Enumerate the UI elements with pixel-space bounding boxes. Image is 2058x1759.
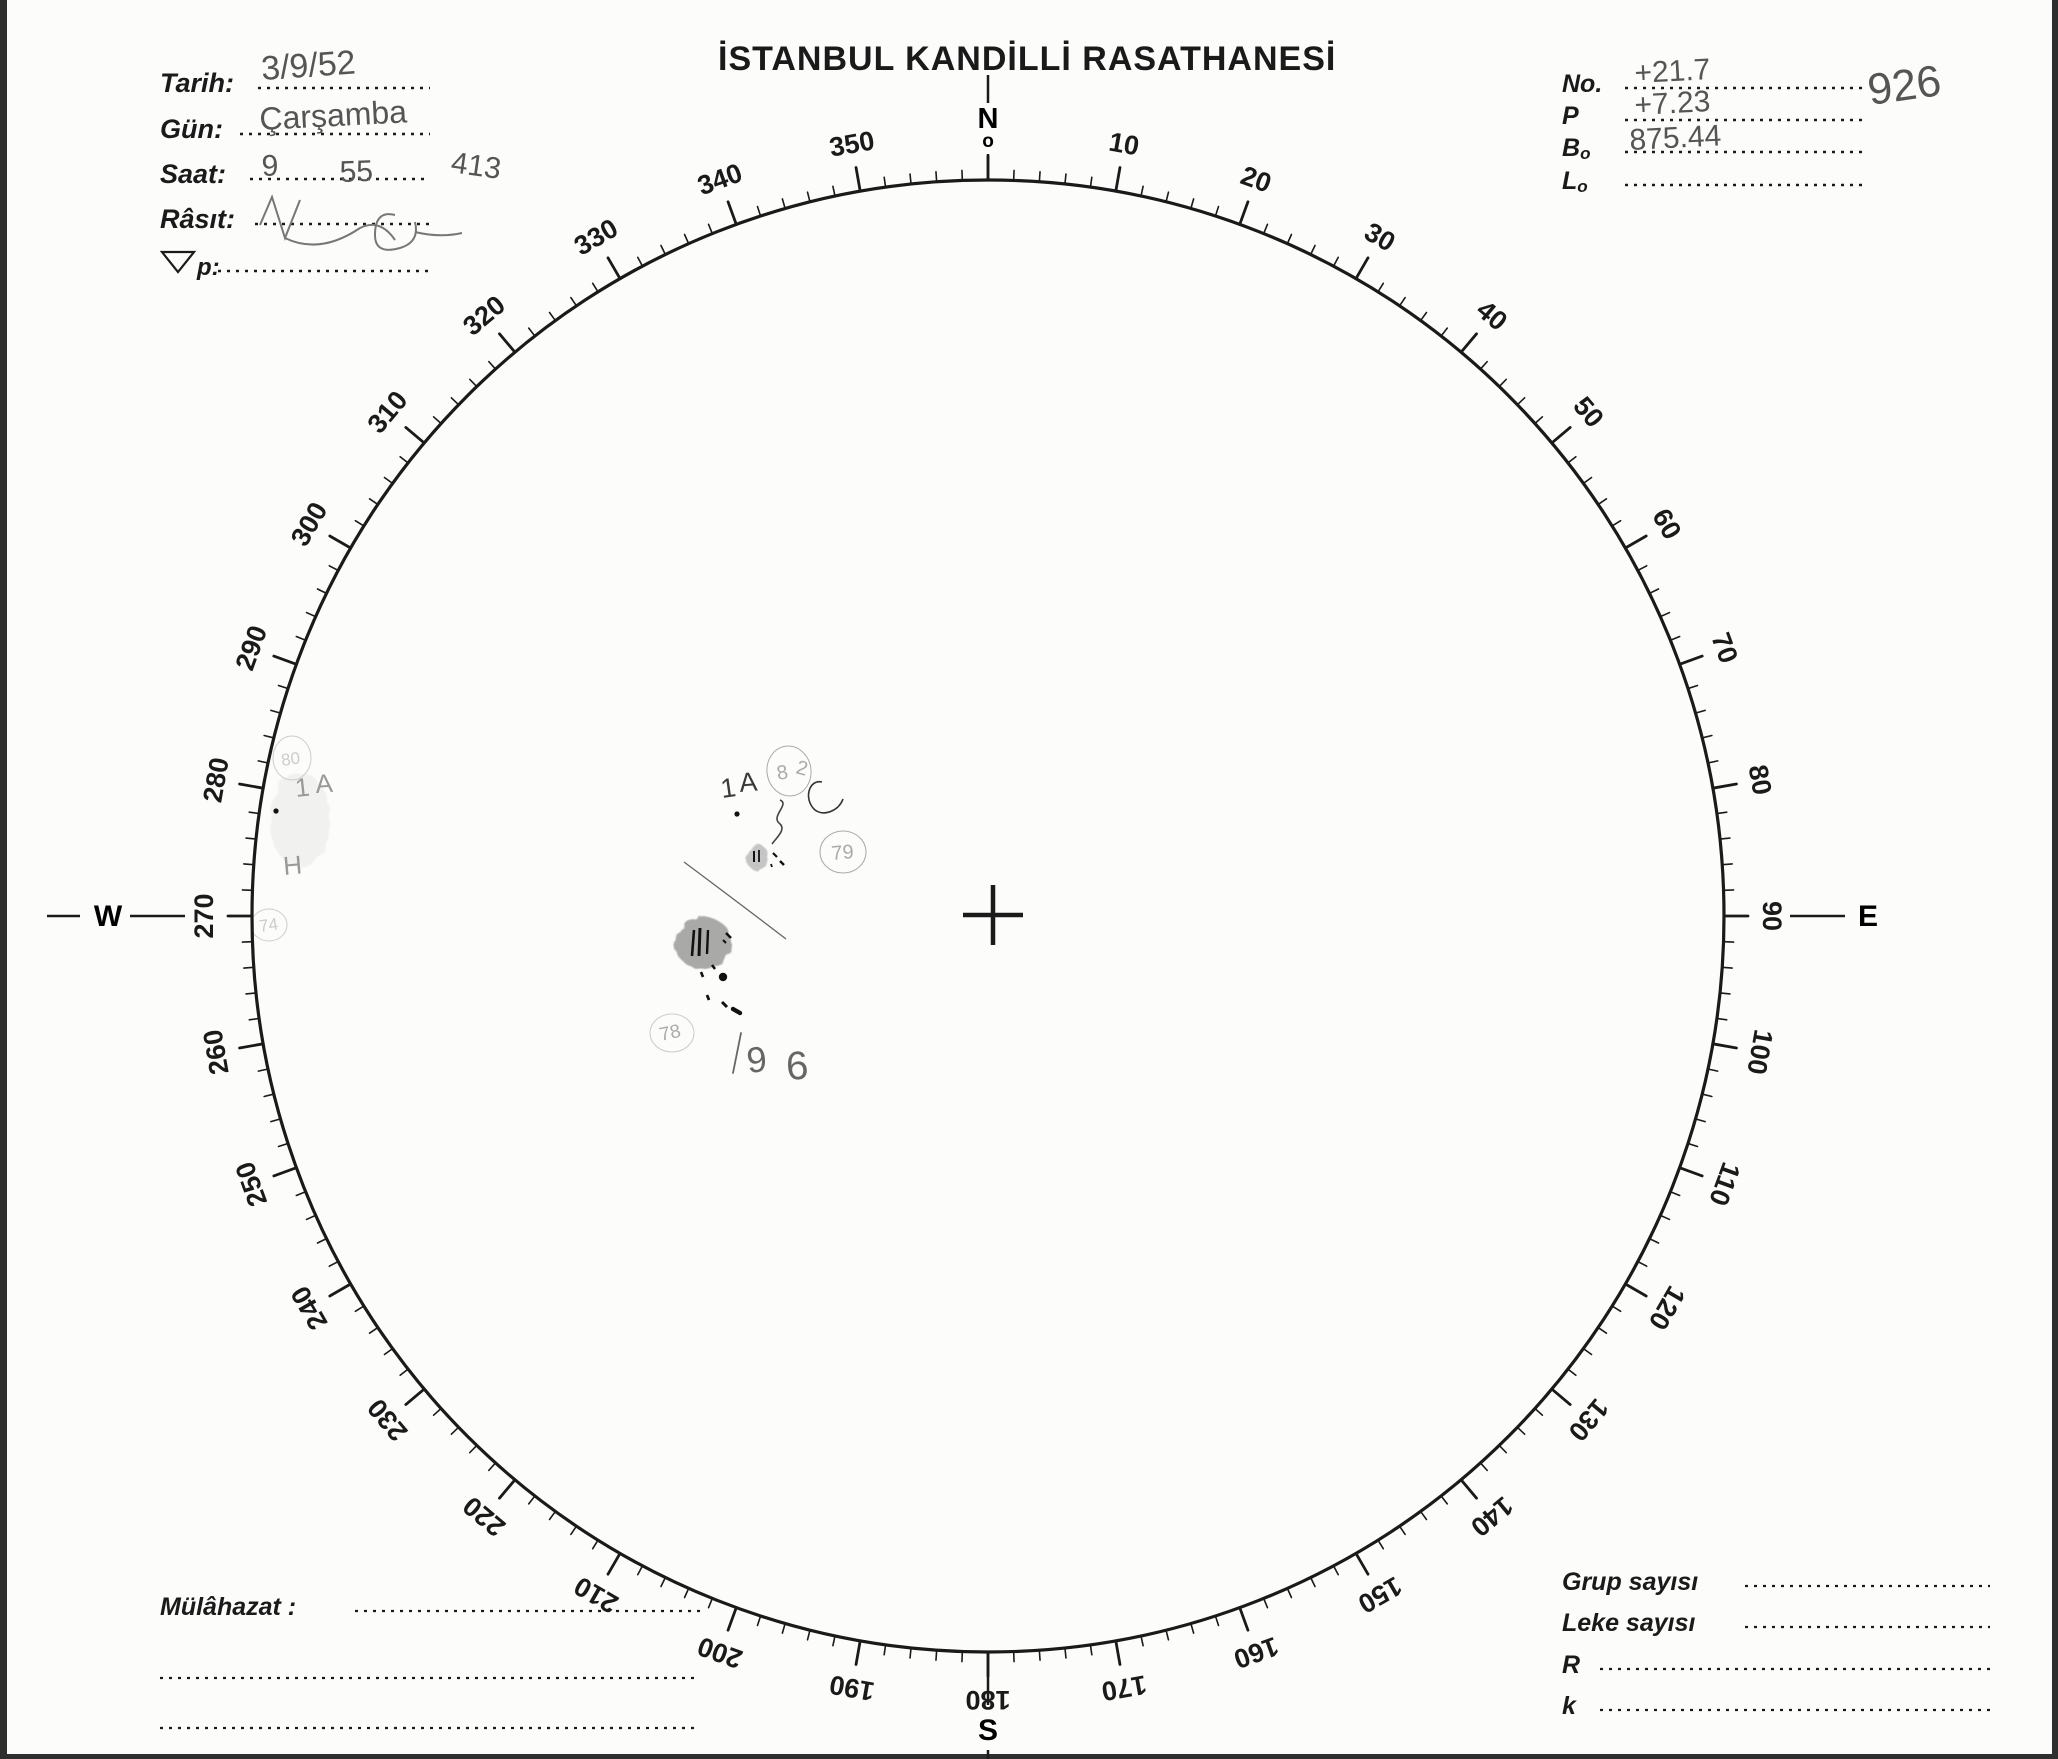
svg-text:260: 260 [197, 1027, 234, 1077]
svg-text:220: 220 [457, 1491, 511, 1543]
svg-text:100: 100 [1741, 1027, 1778, 1077]
svg-text:170: 170 [1099, 1669, 1149, 1706]
svg-text:120: 120 [1643, 1281, 1692, 1335]
svg-text:10: 10 [1107, 127, 1142, 162]
svg-text:230: 230 [362, 1393, 414, 1447]
svg-text:250: 250 [230, 1158, 274, 1211]
svg-text:190: 190 [827, 1669, 877, 1706]
svg-text:30: 30 [1359, 217, 1400, 258]
svg-text:150: 150 [1353, 1571, 1407, 1620]
svg-text:330: 330 [569, 213, 623, 262]
svg-text:40: 40 [1471, 294, 1513, 336]
svg-text:200: 200 [694, 1631, 747, 1675]
svg-text:50: 50 [1567, 391, 1609, 433]
svg-text:310: 310 [362, 385, 414, 439]
svg-text:160: 160 [1230, 1631, 1283, 1675]
svg-text:280: 280 [197, 755, 234, 805]
svg-text:90: 90 [1757, 901, 1787, 931]
svg-text:290: 290 [230, 622, 274, 675]
svg-text:210: 210 [569, 1571, 623, 1620]
svg-text:240: 240 [285, 1281, 334, 1335]
svg-text:270: 270 [189, 893, 219, 938]
svg-text:110: 110 [1703, 1159, 1746, 1210]
svg-text:130: 130 [1563, 1393, 1615, 1447]
svg-text:320: 320 [457, 290, 511, 342]
svg-text:80: 80 [1743, 762, 1778, 797]
svg-text:70: 70 [1705, 629, 1743, 667]
svg-text:20: 20 [1237, 160, 1275, 198]
svg-text:300: 300 [285, 497, 334, 551]
svg-text:60: 60 [1646, 504, 1687, 545]
svg-text:350: 350 [827, 125, 877, 162]
svg-text:340: 340 [694, 158, 747, 202]
svg-text:180: 180 [965, 1685, 1010, 1715]
svg-text:140: 140 [1465, 1491, 1519, 1543]
